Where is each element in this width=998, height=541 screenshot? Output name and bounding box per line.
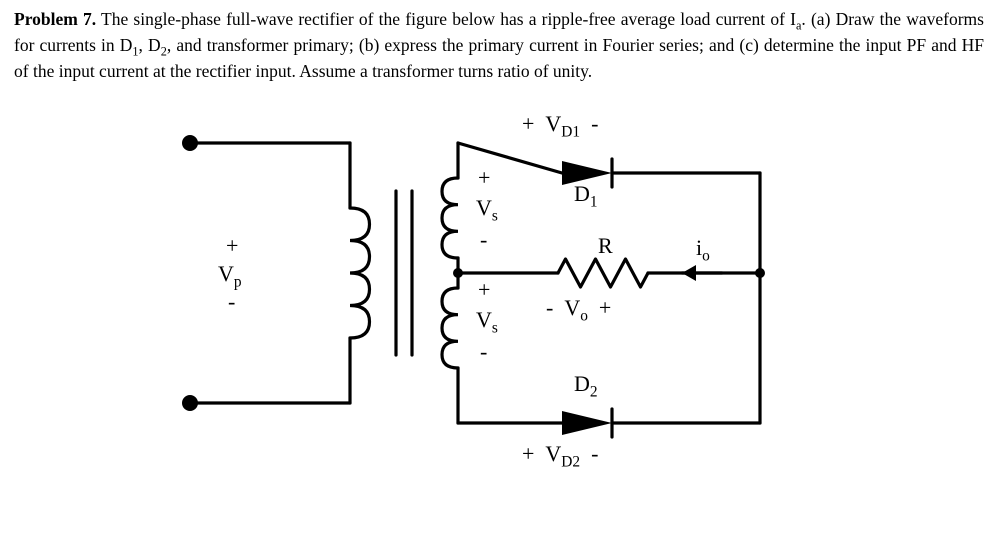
label-vs-bot: Vs bbox=[476, 307, 498, 337]
label-vd1: + VD1 - bbox=[522, 111, 598, 141]
label-vp-minus: - bbox=[228, 289, 235, 315]
problem-body-1: The single-phase full-wave rectifier of … bbox=[96, 9, 796, 29]
label-vs-bot-minus: - bbox=[480, 339, 487, 365]
label-vp: Vp bbox=[218, 261, 242, 291]
problem-statement: Problem 7. The single-phase full-wave re… bbox=[0, 0, 998, 83]
problem-heading: Problem 7. bbox=[14, 9, 96, 29]
label-vo: - Vo + bbox=[546, 295, 611, 325]
label-vs-top-minus: - bbox=[480, 227, 487, 253]
label-d2: D2 bbox=[574, 371, 598, 401]
label-vp-plus: + bbox=[226, 233, 238, 259]
label-vs-top: Vs bbox=[476, 195, 498, 225]
circuit-diagram: + VD1 - D1 + Vs - R io + Vp - + Vs - - V… bbox=[0, 83, 998, 513]
label-r: R bbox=[598, 233, 613, 259]
label-vs-top-plus: + bbox=[478, 165, 490, 191]
label-io: io bbox=[696, 235, 710, 265]
label-vs-bot-plus: + bbox=[478, 277, 490, 303]
problem-body-3: , D bbox=[139, 35, 161, 55]
label-vd2: + VD2 - bbox=[522, 441, 598, 471]
label-d1: D1 bbox=[574, 181, 598, 211]
